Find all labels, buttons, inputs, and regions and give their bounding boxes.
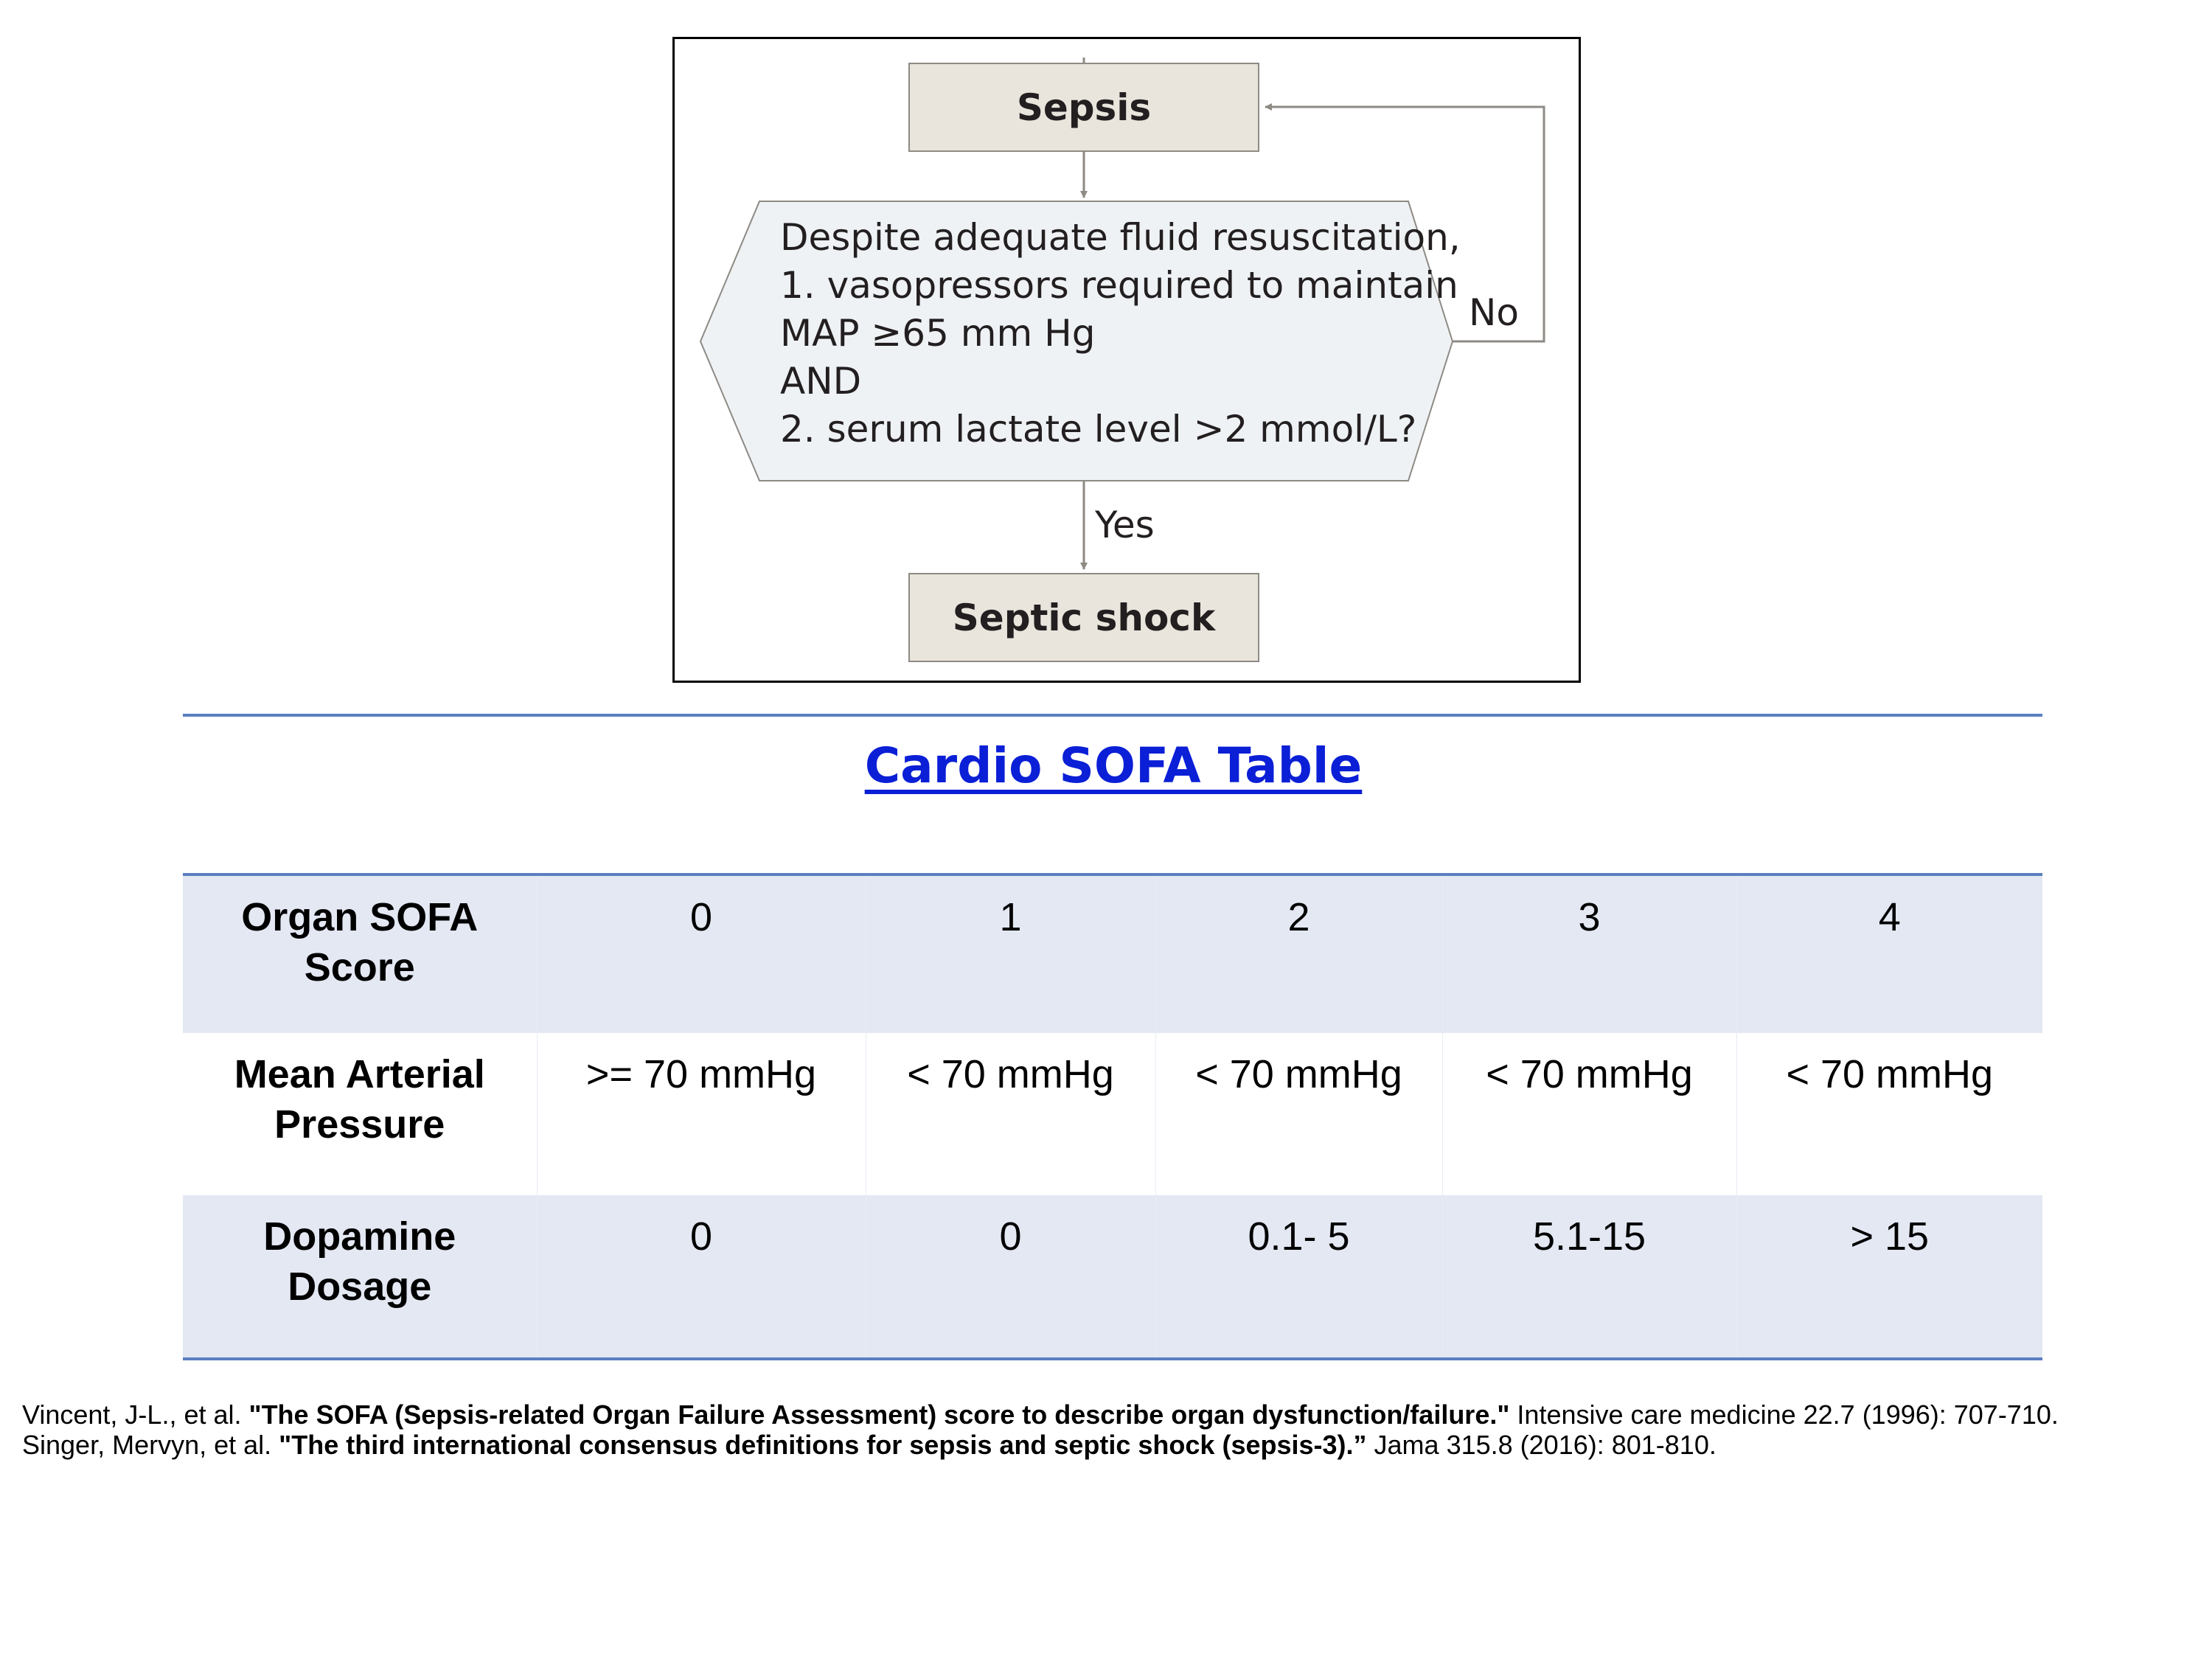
sepsis-box: Sepsis	[908, 63, 1259, 152]
header-label: Organ SOFA Score	[241, 895, 479, 990]
row-label: Dopamine Dosage	[263, 1214, 456, 1309]
score-cell: 3	[1441, 874, 1736, 1033]
reference-authors: Singer, Mervyn, et al.	[22, 1430, 279, 1460]
reference-source: Jama 315.8 (2016): 801-810.	[1366, 1430, 1717, 1460]
table-cell: 5.1-15	[1441, 1195, 1736, 1359]
table-cell: < 70 mmHg	[865, 1033, 1155, 1195]
table-row: Mean Arterial Pressure >= 70 mmHg < 70 m…	[183, 1033, 2042, 1195]
table-cell: 0.1- 5	[1155, 1195, 1442, 1359]
table-cell: >= 70 mmHg	[536, 1033, 866, 1195]
table-cell: < 70 mmHg	[1736, 1033, 2042, 1195]
decision-line: 2. serum lactate level >2 mmol/L?	[780, 408, 1417, 451]
decision-text: Despite adequate fluid resuscitation, 1.…	[780, 214, 1461, 453]
score-cell: 2	[1155, 874, 1442, 1033]
table-title-link[interactable]: Cardio SOFA Table	[864, 737, 1363, 794]
score-cell: 0	[536, 874, 866, 1033]
section-divider	[183, 714, 2042, 717]
decision-line: 1. vasopressors required to maintain	[780, 264, 1458, 307]
septic-shock-box: Septic shock	[908, 573, 1259, 662]
references: Vincent, J-L., et al. "The SOFA (Sepsis-…	[22, 1399, 2205, 1460]
table-cell: 0	[536, 1195, 866, 1359]
reference-source: Intensive care medicine 22.7 (1996): 707…	[1509, 1399, 2059, 1430]
reference-title: "The third international consensus defin…	[279, 1430, 1367, 1460]
no-label: No	[1469, 291, 1519, 334]
decision-line: MAP ≥65 mm Hg	[780, 312, 1096, 355]
table-cell: 0	[865, 1195, 1155, 1359]
row-label: Mean Arterial Pressure	[234, 1052, 485, 1147]
table-row: Dopamine Dosage 0 0 0.1- 5 5.1-15 > 15	[183, 1195, 2042, 1359]
decision-line: AND	[780, 360, 862, 403]
table-cell: < 70 mmHg	[1441, 1033, 1736, 1195]
reference-title: "The SOFA (Sepsis-related Organ Failure …	[248, 1399, 1510, 1430]
table-cell: < 70 mmHg	[1155, 1033, 1442, 1195]
reference-line: Vincent, J-L., et al. "The SOFA (Sepsis-…	[22, 1399, 2205, 1430]
reference-authors: Vincent, J-L., et al.	[22, 1399, 249, 1430]
table-cell: > 15	[1736, 1195, 2042, 1359]
score-cell: 1	[865, 874, 1155, 1033]
reference-line: Singer, Mervyn, et al. "The third intern…	[22, 1430, 2205, 1460]
table-header-row: Organ SOFA Score 0 1 2 3 4	[183, 874, 2042, 1033]
decision-line: Despite adequate fluid resuscitation,	[780, 216, 1461, 259]
yes-label: Yes	[1095, 504, 1155, 546]
cardio-sofa-table: Organ SOFA Score 0 1 2 3 4 Mean Arterial…	[183, 873, 2042, 1360]
score-cell: 4	[1736, 874, 2042, 1033]
